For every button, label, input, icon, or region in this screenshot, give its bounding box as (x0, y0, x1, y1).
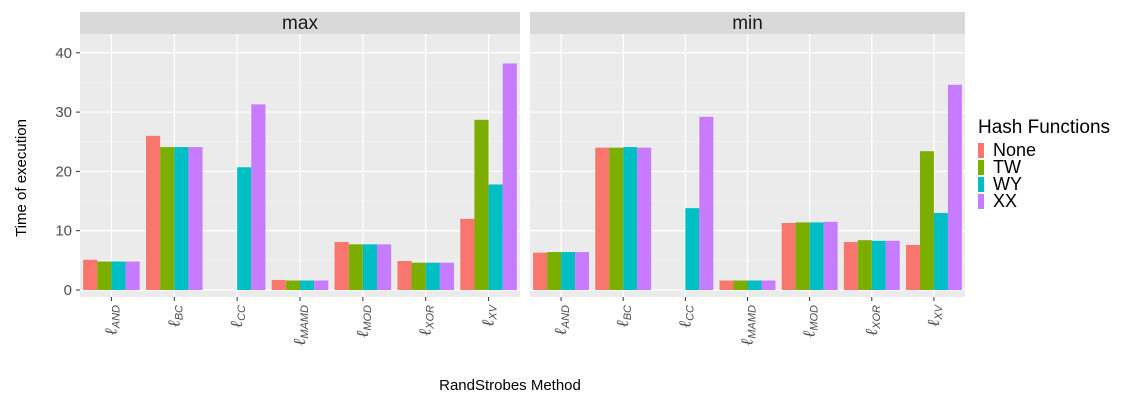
legend-label-wy: WY (993, 174, 1022, 194)
bar-max-mamd-wy (300, 280, 315, 290)
bar-max-bc-tw (160, 147, 175, 290)
bar-min-cc-xx (699, 116, 714, 290)
x-tick-label: ℓBC (164, 305, 185, 327)
bar-max-xv-tw (474, 119, 489, 290)
bar-min-and-tw (547, 252, 562, 290)
bar-min-mamd-xx (761, 280, 776, 290)
x-tick-label: ℓBC (613, 305, 634, 327)
bar-min-cc-wy (685, 208, 700, 290)
panels: max ℓAND ℓBC ℓCC ℓMAMD ℓMOD ℓXOR ℓXV 0 10 20 30 40 mi… (55, 12, 965, 346)
panel-strip (80, 12, 520, 34)
bar-max-xor-none (397, 260, 412, 290)
x-tick-label: ℓMOD (800, 305, 821, 338)
y-axis-title: Time of execution (13, 119, 30, 237)
bar-max-xor-tw (411, 262, 426, 290)
x-tick-label: ℓCC (675, 305, 696, 328)
bar-max-bc-none (146, 135, 161, 290)
bar-min-xor-xx (885, 240, 900, 290)
legend-title: Hash Functions (978, 117, 1110, 138)
bar-max-xv-none (460, 218, 475, 290)
bar-max-cc-xx (251, 104, 266, 290)
legend-swatch-xx (978, 194, 984, 209)
bar-min-mod-tw (795, 222, 810, 290)
bar-min-bc-none (595, 147, 610, 290)
bar-min-xv-tw (919, 151, 934, 290)
panel-max: max ℓAND ℓBC ℓCC ℓMAMD ℓMOD ℓXOR ℓXV 0 10 20 30 40 (55, 12, 520, 346)
bar-min-mod-none (781, 222, 796, 290)
x-tick-label: ℓMAMD (290, 305, 311, 346)
bar-min-xv-xx (947, 84, 962, 290)
y-tick-label: 40 (55, 45, 72, 62)
bar-min-mod-xx (823, 221, 838, 290)
bar-max-mamd-xx (314, 280, 329, 290)
x-tick-label: ℓXV (479, 303, 500, 326)
bar-max-mod-wy (362, 244, 377, 290)
bar-min-mamd-wy (747, 280, 762, 290)
bar-max-mamd-none (271, 279, 286, 290)
bar-min-mamd-tw (733, 280, 748, 290)
bar-max-and-xx (125, 261, 140, 290)
bar-max-and-wy (111, 261, 126, 290)
bar-min-mod-wy (809, 222, 824, 290)
bar-max-bc-xx (188, 147, 203, 290)
bar-min-bc-xx (637, 147, 652, 290)
panel-strip-label: min (732, 13, 763, 34)
x-tick-label: ℓXOR (862, 305, 883, 336)
bar-min-bc-tw (609, 147, 624, 290)
bar-min-bc-wy (623, 147, 638, 290)
x-tick-label: ℓCC (227, 305, 248, 328)
y-tick-label: 0 (64, 282, 72, 299)
bar-min-and-none (533, 252, 548, 290)
panel-strip (530, 12, 965, 34)
legend-label-xx: XX (993, 191, 1017, 211)
bar-max-xor-wy (425, 262, 440, 290)
legend-swatch-wy (978, 177, 984, 192)
bar-max-mod-none (334, 241, 349, 290)
x-tick-label: ℓAND (551, 305, 572, 335)
bar-max-and-none (83, 259, 98, 290)
panel-strip-label: max (282, 13, 318, 34)
bar-max-mod-tw (348, 244, 363, 290)
bar-max-mod-xx (377, 244, 392, 290)
y-tick-label: 30 (55, 104, 72, 121)
x-tick-label: ℓXV (924, 303, 945, 326)
bar-min-and-xx (575, 252, 590, 290)
legend-label-none: None (993, 140, 1036, 160)
bar-min-xv-none (905, 244, 920, 290)
bar-max-cc-wy (237, 167, 252, 290)
panel-min: min ℓAND ℓBC ℓCC ℓMAMD ℓMOD ℓXOR ℓXV (530, 12, 965, 346)
bar-max-xv-xx (502, 63, 517, 290)
legend-swatch-none (978, 143, 984, 158)
legend-label-tw: TW (993, 157, 1021, 177)
x-tick-label: ℓMAMD (738, 305, 759, 346)
x-tick-label: ℓXOR (416, 305, 437, 336)
bar-max-bc-wy (174, 147, 189, 290)
bar-max-xv-wy (488, 184, 503, 290)
bar-min-mamd-none (719, 280, 734, 290)
bar-max-and-tw (97, 261, 112, 290)
x-tick-label: ℓAND (101, 305, 122, 335)
legend-swatch-tw (978, 160, 984, 175)
x-tick-label: ℓMOD (353, 305, 374, 338)
y-tick-label: 20 (55, 163, 72, 180)
bar-min-and-wy (561, 252, 576, 290)
bar-min-xor-wy (871, 240, 886, 290)
bar-max-xor-xx (439, 262, 454, 290)
bar-min-xor-tw (857, 240, 872, 290)
bar-min-xor-none (843, 241, 858, 290)
x-axis-title: RandStrobes Method (439, 377, 581, 394)
y-tick-label: 10 (55, 223, 72, 240)
bar-max-mamd-tw (285, 280, 300, 290)
bar-min-xv-wy (933, 212, 948, 290)
